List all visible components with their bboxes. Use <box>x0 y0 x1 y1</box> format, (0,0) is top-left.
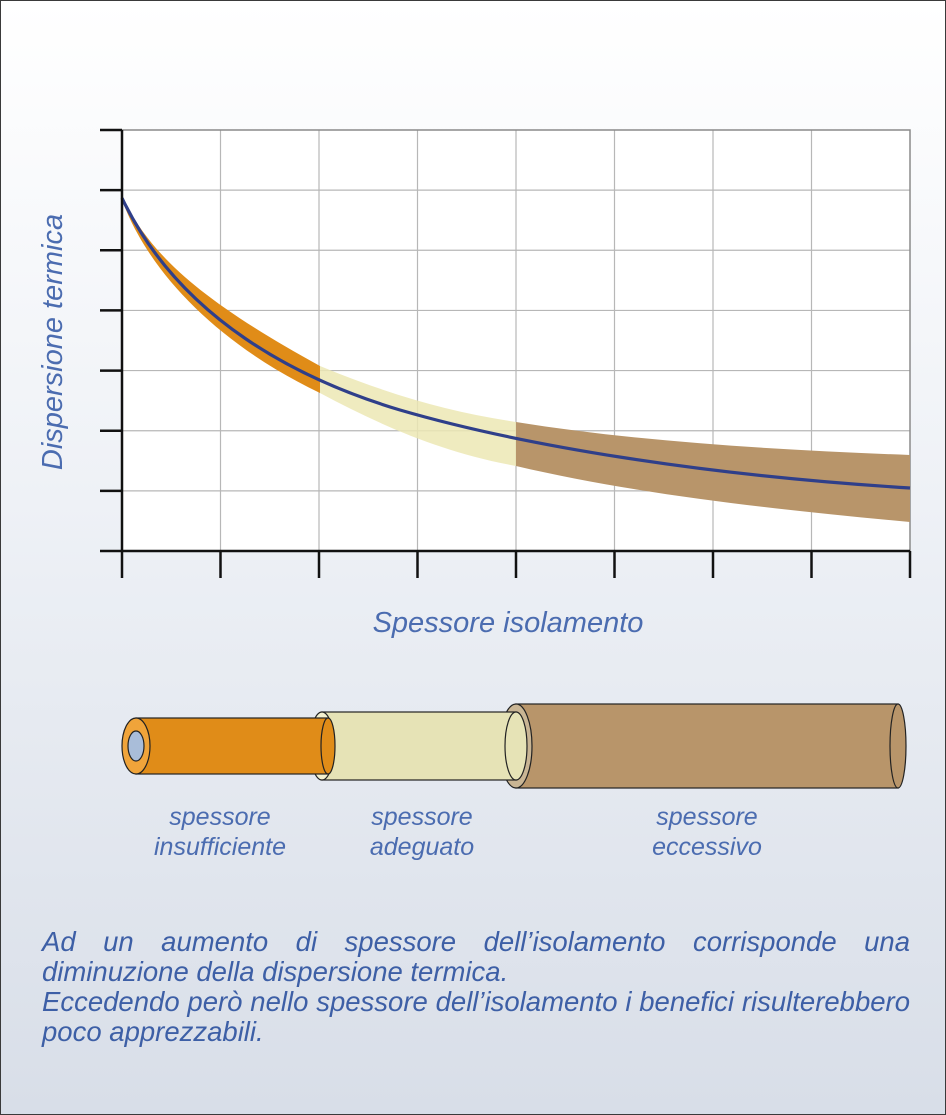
y-axis-label: Dispersione termica <box>37 214 69 470</box>
pipe-adequate <box>321 711 517 781</box>
insulated-pipe-illustration <box>121 703 907 789</box>
x-axis-label: Spessore isolamento <box>373 607 644 639</box>
band-insufficient <box>122 196 320 393</box>
label-excessive: spessore eccessivo <box>652 803 762 861</box>
band-excessive <box>516 422 910 522</box>
pipe-insufficient <box>135 717 329 775</box>
inner-pipe <box>127 730 145 762</box>
label-insufficient: spessore insufficiente <box>153 803 287 861</box>
y-ticks <box>100 128 122 553</box>
x-ticks <box>120 551 912 578</box>
caption-paragraph-2: Eccedendo però nello spessore dell’isola… <box>42 986 910 1047</box>
caption: Ad un aumento di spessore dell’isolament… <box>42 927 910 1047</box>
caption-paragraph-1: Ad un aumento di spessore dell’isolament… <box>42 926 910 987</box>
pipe-excessive <box>515 703 899 789</box>
dispersion-curve <box>120 197 911 490</box>
label-adequate: spessore adeguato <box>369 803 475 861</box>
